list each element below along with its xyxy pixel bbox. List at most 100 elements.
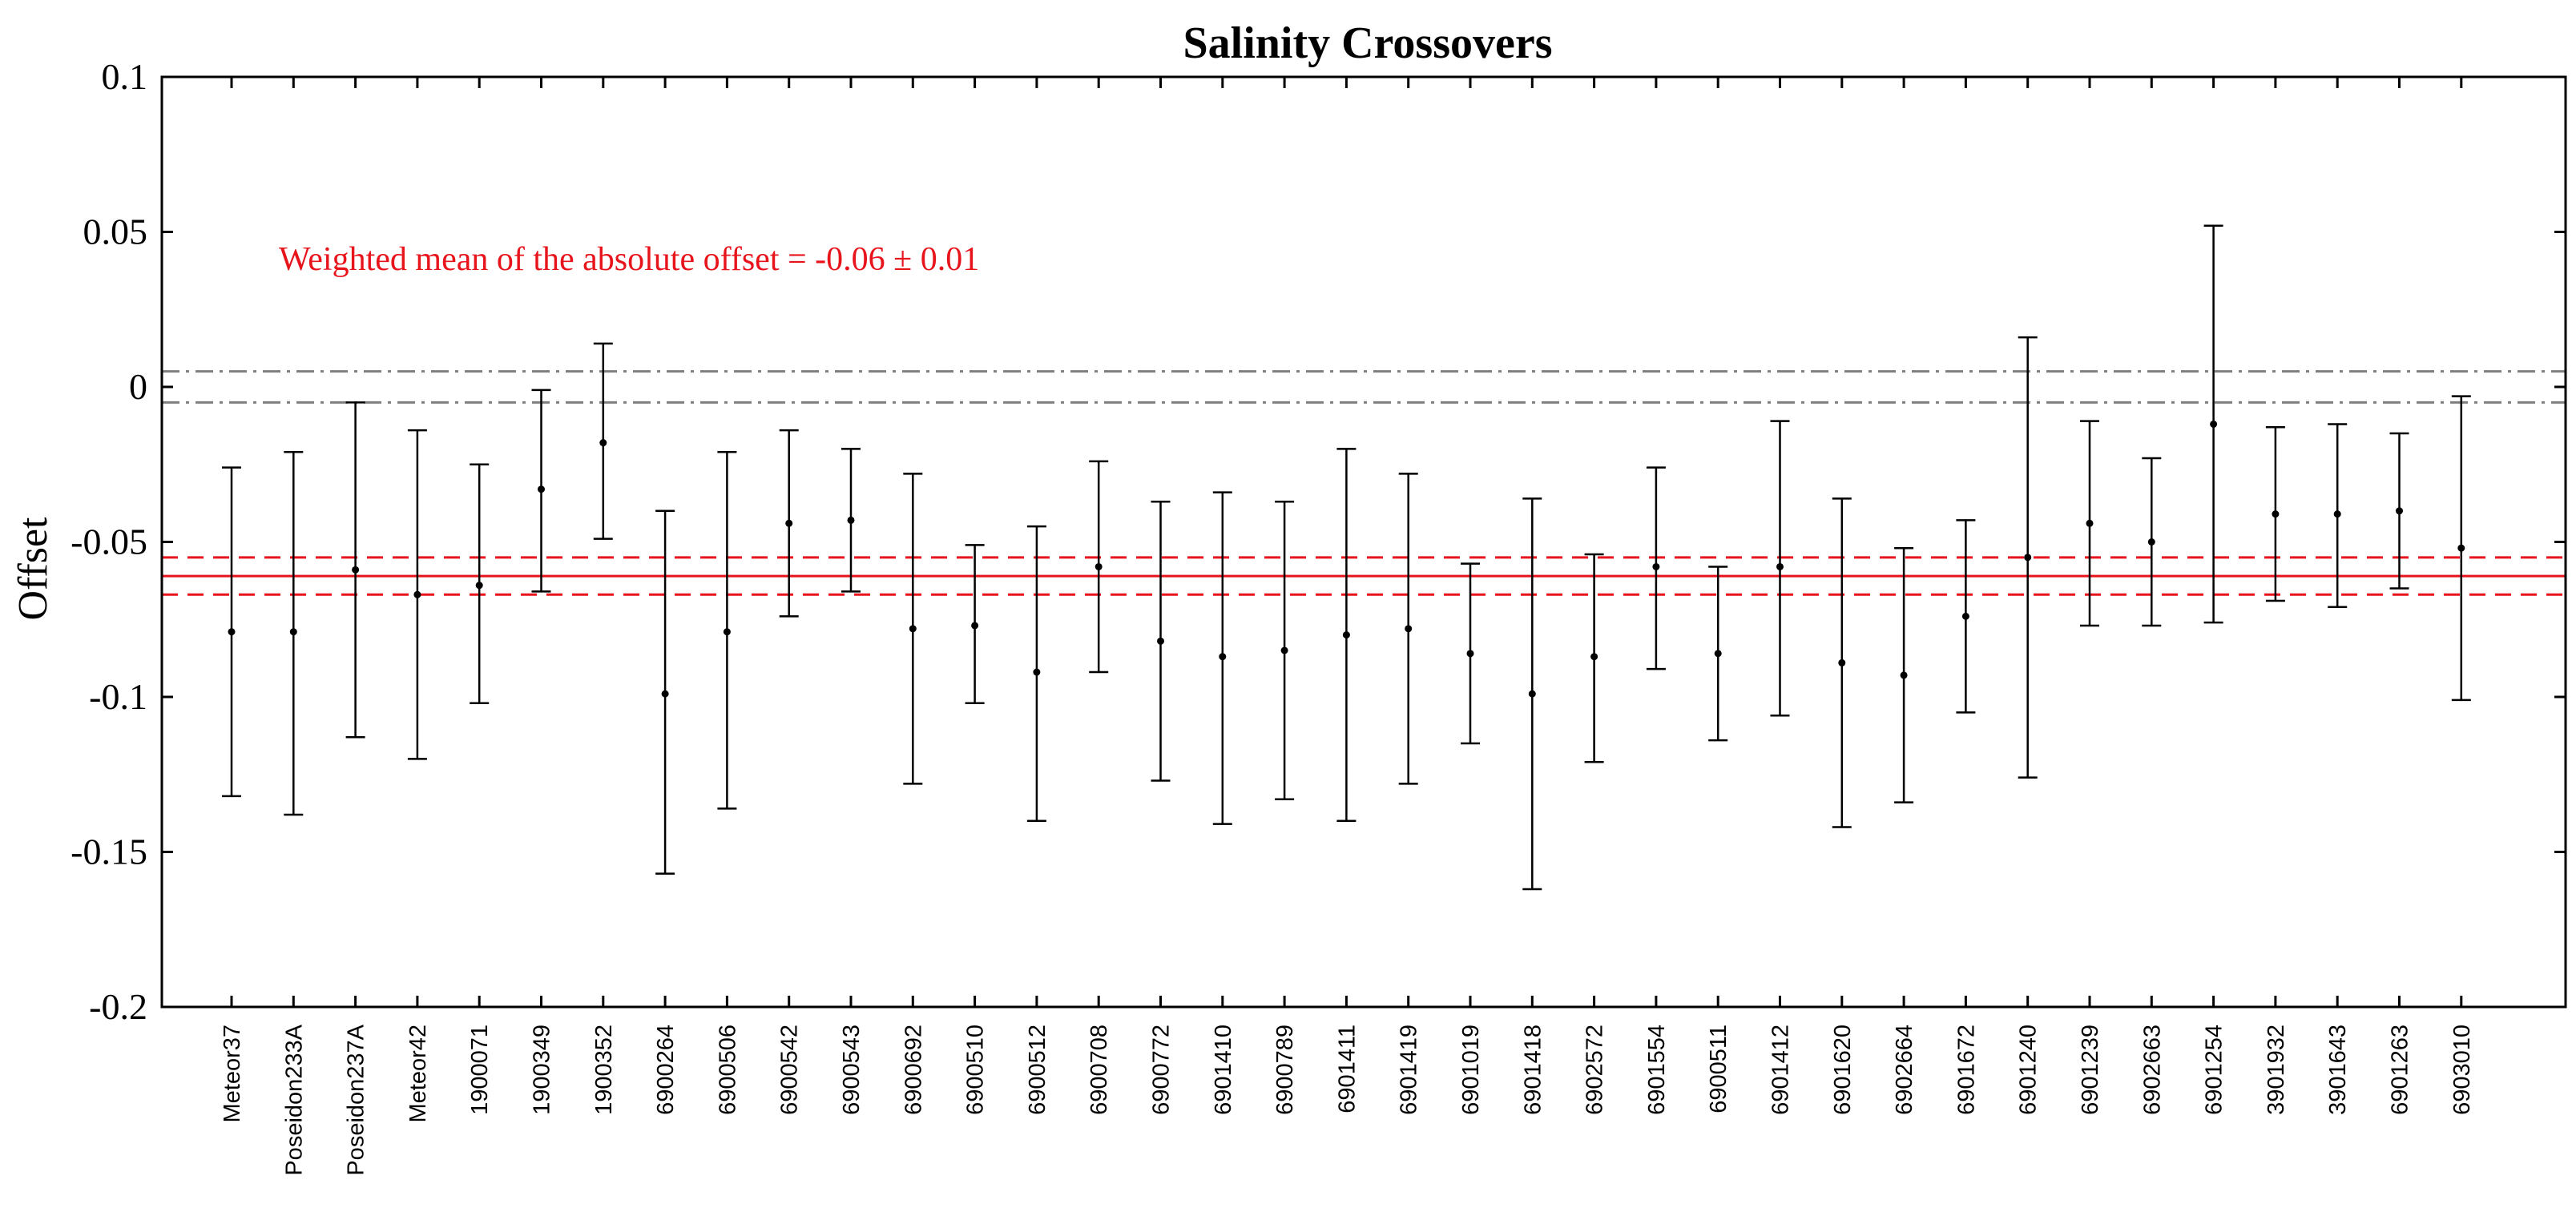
y-axis-label: Offset <box>10 517 56 621</box>
x-tick-label: 6901411 <box>1334 1025 1360 1113</box>
x-tick-label: 6900511 <box>1706 1025 1731 1113</box>
x-tick-label: 6901412 <box>1768 1025 1794 1115</box>
data-point <box>1157 637 1164 645</box>
errorbar-6902664 <box>1894 546 1914 803</box>
data-point <box>352 566 360 574</box>
data-point <box>1590 653 1598 661</box>
y-tick-label: 0.1 <box>102 56 148 97</box>
x-tick-label: 1900352 <box>591 1025 617 1115</box>
data-point <box>1900 671 1908 679</box>
data-point <box>1776 562 1784 570</box>
errorbar-6901419 <box>1398 473 1418 785</box>
x-tick-label: 6901672 <box>1953 1025 1979 1115</box>
errorbar-Poseidon237A <box>345 401 365 739</box>
data-point <box>847 516 855 524</box>
x-tick-label: 1900349 <box>530 1025 555 1115</box>
x-tick-label: 6902572 <box>1582 1025 1608 1115</box>
x-tick-label: 6901019 <box>1458 1025 1484 1115</box>
errorbar-6900511 <box>1708 566 1728 742</box>
errorbar-6903010 <box>2451 395 2471 702</box>
x-tick-label: 6902663 <box>2139 1025 2165 1115</box>
weighted-mean-annotation: Weighted mean of the absolute offset = -… <box>279 241 979 278</box>
x-tick-label: 6900789 <box>1272 1025 1298 1115</box>
y-tick-label: 0 <box>129 366 147 407</box>
errorbar-1900352 <box>593 342 613 540</box>
data-point <box>1219 653 1227 661</box>
data-point <box>1714 650 1722 658</box>
data-point <box>413 590 421 598</box>
x-tick-label: 6900543 <box>839 1025 865 1115</box>
x-tick-label: 6900708 <box>1086 1025 1112 1115</box>
errorbar-6900789 <box>1275 500 1295 800</box>
errorbar-6900708 <box>1089 460 1109 674</box>
data-point <box>2147 538 2155 546</box>
errorbar-6900543 <box>841 448 861 593</box>
data-points <box>222 224 2471 891</box>
errorbar-6901620 <box>1832 497 1852 828</box>
x-tick-label: 6900772 <box>1149 1025 1175 1115</box>
x-tick-label: 6900542 <box>777 1025 803 1115</box>
data-point <box>538 485 545 493</box>
y-axis: 0.1 0.05 0 -0.05 -0.1 -0.15 -0.2 <box>71 56 2566 1027</box>
y-tick-label: -0.05 <box>71 521 147 562</box>
y-tick-label: -0.2 <box>89 986 147 1027</box>
data-point <box>1961 612 1969 620</box>
data-point <box>971 622 979 630</box>
data-point <box>2457 544 2465 552</box>
data-point <box>1280 646 1288 654</box>
x-tick-label: 6902664 <box>1892 1025 1917 1115</box>
errorbar-Meteor42 <box>407 429 427 760</box>
errorbar-6900542 <box>779 429 799 618</box>
y-tick-label: -0.1 <box>89 676 147 717</box>
errorbar-1900071 <box>470 463 490 704</box>
x-tick-label: 6901263 <box>2388 1025 2413 1115</box>
x-tick-label: Meteor37 <box>220 1025 245 1123</box>
data-point <box>2272 510 2280 518</box>
data-point <box>1405 625 1413 633</box>
data-point <box>2024 554 2032 562</box>
data-point <box>1342 631 1350 639</box>
x-tick-label: 6901418 <box>1520 1025 1546 1115</box>
errorbar-6901418 <box>1522 497 1542 891</box>
plot-frame <box>160 75 2567 1009</box>
x-tick-label: 6900692 <box>901 1025 926 1115</box>
errorbar-6901240 <box>2018 336 2038 779</box>
data-point <box>289 628 297 636</box>
x-tick-label: 6901410 <box>1211 1025 1236 1115</box>
data-point <box>2086 519 2094 527</box>
x-tick-label: Poseidon233A <box>281 1024 307 1175</box>
x-axis: Meteor37 Poseidon233A Poseidon237A Meteor42… <box>220 77 2475 1176</box>
x-tick-label: 3901932 <box>2264 1025 2289 1115</box>
data-point <box>2396 507 2403 515</box>
x-tick-label: 6903010 <box>2449 1025 2475 1115</box>
data-point <box>2210 420 2218 428</box>
x-tick-label: 6901240 <box>2016 1025 2042 1115</box>
x-tick-label: 6900506 <box>715 1025 740 1115</box>
data-point <box>1838 658 1846 666</box>
errorbar-6902663 <box>2142 457 2162 627</box>
data-point <box>1033 668 1041 676</box>
x-tick-label: 1900071 <box>467 1025 493 1115</box>
data-point <box>1466 650 1474 658</box>
chart-title: Salinity Crossovers <box>1183 18 1553 68</box>
errorbar-6901672 <box>1956 519 1976 714</box>
errorbar-6901411 <box>1336 448 1357 823</box>
data-point <box>723 628 731 636</box>
errorbar-6900512 <box>1026 525 1046 823</box>
y-tick-label: 0.05 <box>83 211 148 252</box>
errorbar-6901554 <box>1646 466 1666 670</box>
data-point <box>1528 690 1536 698</box>
reference-lines <box>162 370 2566 596</box>
x-tick-label: 6901419 <box>1397 1025 1422 1115</box>
data-point <box>1094 562 1103 570</box>
errorbar-1900349 <box>531 389 551 593</box>
x-tick-label: Poseidon237A <box>344 1024 369 1175</box>
x-tick-label: 6901620 <box>1830 1025 1856 1115</box>
errorbar-6900506 <box>717 451 737 810</box>
errorbar-3901643 <box>2328 423 2348 609</box>
errorbar-3901932 <box>2265 426 2285 602</box>
errorbar-6902572 <box>1584 553 1604 763</box>
errorbar-6901019 <box>1461 562 1480 745</box>
x-tick-label: 6901254 <box>2202 1025 2227 1115</box>
errorbar-6901254 <box>2203 224 2223 624</box>
